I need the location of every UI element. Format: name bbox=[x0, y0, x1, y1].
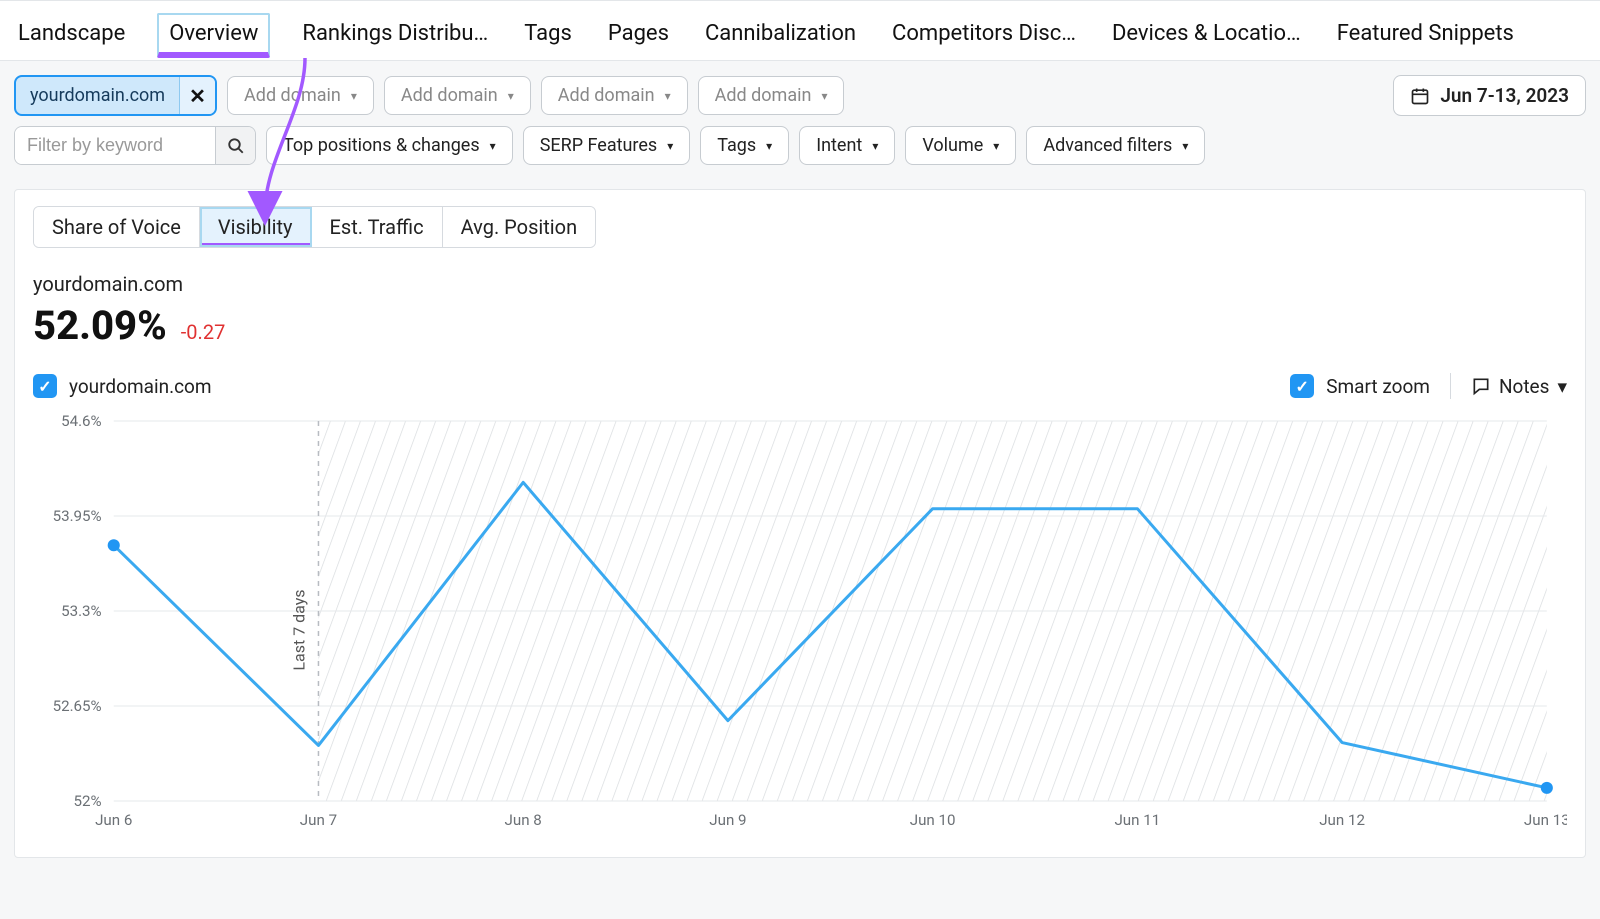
close-icon[interactable]: ✕ bbox=[179, 77, 215, 114]
smart-zoom-label: Smart zoom bbox=[1326, 375, 1430, 398]
filter-pill-label: Tags bbox=[717, 135, 756, 156]
calendar-icon bbox=[1410, 86, 1430, 106]
filter-intent[interactable]: Intent ▾ bbox=[799, 126, 895, 165]
add-domain-button[interactable]: Add domain ▾ bbox=[541, 76, 688, 115]
add-domain-button[interactable]: Add domain ▾ bbox=[698, 76, 845, 115]
filter-top-positions-changes[interactable]: Top positions & changes ▾ bbox=[266, 126, 513, 165]
chevron-down-icon: ▾ bbox=[508, 89, 514, 103]
chevron-down-icon: ▾ bbox=[766, 139, 772, 153]
top-tab-featured-snippets[interactable]: Featured Snippets bbox=[1333, 11, 1518, 60]
top-tab-pages[interactable]: Pages bbox=[604, 11, 673, 60]
legend-row: ✓ yourdomain.com ✓ Smart zoom Notes ▾ bbox=[33, 373, 1567, 399]
series-legend-label: yourdomain.com bbox=[69, 375, 212, 398]
chevron-down-icon: ▾ bbox=[872, 139, 878, 153]
svg-text:54.6%: 54.6% bbox=[61, 412, 102, 430]
filter-serp-features[interactable]: SERP Features ▾ bbox=[523, 126, 691, 165]
smart-zoom-checkbox[interactable]: ✓ bbox=[1290, 374, 1314, 398]
metric-tab-share-of-voice[interactable]: Share of Voice bbox=[34, 207, 200, 247]
filter-volume[interactable]: Volume ▾ bbox=[905, 126, 1016, 165]
date-range-label: Jun 7-13, 2023 bbox=[1440, 84, 1569, 107]
date-range-button[interactable]: Jun 7-13, 2023 bbox=[1393, 75, 1586, 116]
add-domain-label: Add domain bbox=[558, 85, 655, 106]
chevron-down-icon: ▾ bbox=[667, 139, 673, 153]
svg-text:Last 7 days: Last 7 days bbox=[289, 589, 308, 670]
note-icon bbox=[1471, 376, 1491, 396]
visibility-chart: 52% 52.65% 53.3% 53.95% 54.6% Last 7 days Jun … bbox=[33, 411, 1567, 841]
domain-chip-label: yourdomain.com bbox=[16, 77, 179, 114]
filter-tags[interactable]: Tags ▾ bbox=[700, 126, 789, 165]
svg-text:Jun 12: Jun 12 bbox=[1319, 811, 1365, 829]
chevron-down-icon: ▾ bbox=[1557, 375, 1567, 398]
filter-pill-label: Advanced filters bbox=[1043, 135, 1172, 156]
filter-row-1: yourdomain.com ✕ Add domain▾Add domain▾A… bbox=[14, 75, 1586, 116]
metric-tabs: Share of VoiceVisibilityEst. TrafficAvg.… bbox=[33, 206, 596, 248]
top-tab-competitors-disc-[interactable]: Competitors Disc… bbox=[888, 11, 1080, 60]
svg-text:52%: 52% bbox=[74, 792, 102, 810]
svg-text:Jun 6: Jun 6 bbox=[95, 811, 132, 829]
add-domain-label: Add domain bbox=[715, 85, 812, 106]
top-tab-overview[interactable]: Overview bbox=[157, 13, 270, 58]
metric-tab-avg-position[interactable]: Avg. Position bbox=[443, 207, 596, 247]
top-tab-landscape[interactable]: Landscape bbox=[14, 11, 129, 60]
svg-text:53.95%: 53.95% bbox=[53, 507, 102, 525]
filter-row-2: Top positions & changes▾SERP Features▾Ta… bbox=[14, 126, 1586, 165]
svg-text:52.65%: 52.65% bbox=[53, 697, 102, 715]
svg-text:Jun 10: Jun 10 bbox=[910, 811, 956, 829]
chevron-down-icon: ▾ bbox=[993, 139, 999, 153]
headline-delta: -0.27 bbox=[181, 320, 226, 344]
add-domain-label: Add domain bbox=[244, 85, 341, 106]
notes-label: Notes bbox=[1499, 375, 1550, 398]
headline: yourdomain.com 52.09% -0.27 bbox=[33, 272, 1567, 349]
metric-tab-est-traffic[interactable]: Est. Traffic bbox=[312, 207, 443, 247]
top-tab-devices-locatio-[interactable]: Devices & Locatio… bbox=[1108, 11, 1305, 60]
filter-pill-label: Top positions & changes bbox=[283, 135, 480, 156]
notes-button[interactable]: Notes ▾ bbox=[1471, 375, 1567, 398]
headline-value: 52.09% bbox=[33, 302, 167, 349]
series-checkbox[interactable]: ✓ bbox=[33, 374, 57, 398]
keyword-filter-input[interactable] bbox=[15, 127, 215, 164]
filter-pill-label: Intent bbox=[816, 135, 862, 156]
filter-advanced-filters[interactable]: Advanced filters ▾ bbox=[1026, 126, 1205, 165]
top-nav-tabs: Landscape Overview Rankings Distribu… Tags P… bbox=[0, 0, 1600, 61]
svg-text:Jun 13: Jun 13 bbox=[1524, 811, 1567, 829]
svg-text:Jun 8: Jun 8 bbox=[505, 811, 542, 829]
keyword-filter[interactable] bbox=[14, 126, 256, 165]
headline-domain: yourdomain.com bbox=[33, 272, 1567, 296]
svg-text:Jun 9: Jun 9 bbox=[709, 811, 746, 829]
domain-chip[interactable]: yourdomain.com ✕ bbox=[14, 75, 217, 116]
visibility-card: Share of VoiceVisibilityEst. TrafficAvg.… bbox=[14, 189, 1586, 858]
top-tab-cannibalization[interactable]: Cannibalization bbox=[701, 11, 860, 60]
metric-tab-visibility[interactable]: Visibility bbox=[200, 207, 312, 247]
svg-text:Jun 7: Jun 7 bbox=[300, 811, 337, 829]
search-icon[interactable] bbox=[215, 127, 255, 164]
top-tab-rankings-distribu-[interactable]: Rankings Distribu… bbox=[298, 11, 492, 60]
filters-area: yourdomain.com ✕ Add domain▾Add domain▾A… bbox=[0, 61, 1600, 189]
add-domain-label: Add domain bbox=[401, 85, 498, 106]
add-domain-button[interactable]: Add domain ▾ bbox=[384, 76, 531, 115]
chevron-down-icon: ▾ bbox=[665, 89, 671, 103]
chevron-down-icon: ▾ bbox=[490, 139, 496, 153]
filter-pill-label: Volume bbox=[922, 135, 983, 156]
top-tab-tags[interactable]: Tags bbox=[520, 11, 576, 60]
svg-text:53.3%: 53.3% bbox=[61, 602, 102, 620]
chevron-down-icon: ▾ bbox=[821, 89, 827, 103]
chevron-down-icon: ▾ bbox=[1182, 139, 1188, 153]
svg-text:Jun 11: Jun 11 bbox=[1114, 811, 1160, 829]
add-domain-button[interactable]: Add domain ▾ bbox=[227, 76, 374, 115]
filter-pill-label: SERP Features bbox=[540, 135, 658, 156]
chevron-down-icon: ▾ bbox=[351, 89, 357, 103]
divider bbox=[1450, 373, 1451, 399]
